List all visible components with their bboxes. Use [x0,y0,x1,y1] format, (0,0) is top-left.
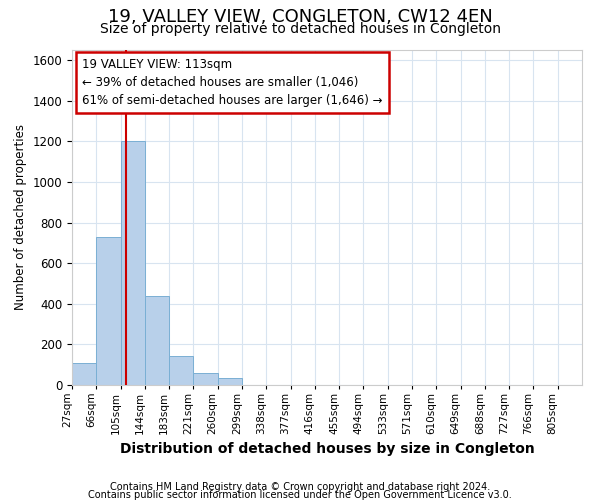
Bar [218,378,242,385]
Text: Size of property relative to detached houses in Congleton: Size of property relative to detached ho… [100,22,500,36]
Text: 19 VALLEY VIEW: 113sqm
← 39% of detached houses are smaller (1,046)
61% of semi-: 19 VALLEY VIEW: 113sqm ← 39% of detached… [82,58,383,108]
Bar [96,237,121,385]
Y-axis label: Number of detached properties: Number of detached properties [14,124,27,310]
Text: Contains HM Land Registry data © Crown copyright and database right 2024.: Contains HM Land Registry data © Crown c… [110,482,490,492]
Bar [121,142,145,385]
Bar [169,356,193,385]
Bar [72,362,96,385]
Bar [145,296,169,385]
X-axis label: Distribution of detached houses by size in Congleton: Distribution of detached houses by size … [119,442,535,456]
Text: 19, VALLEY VIEW, CONGLETON, CW12 4EN: 19, VALLEY VIEW, CONGLETON, CW12 4EN [107,8,493,26]
Bar [193,373,218,385]
Text: Contains public sector information licensed under the Open Government Licence v3: Contains public sector information licen… [88,490,512,500]
